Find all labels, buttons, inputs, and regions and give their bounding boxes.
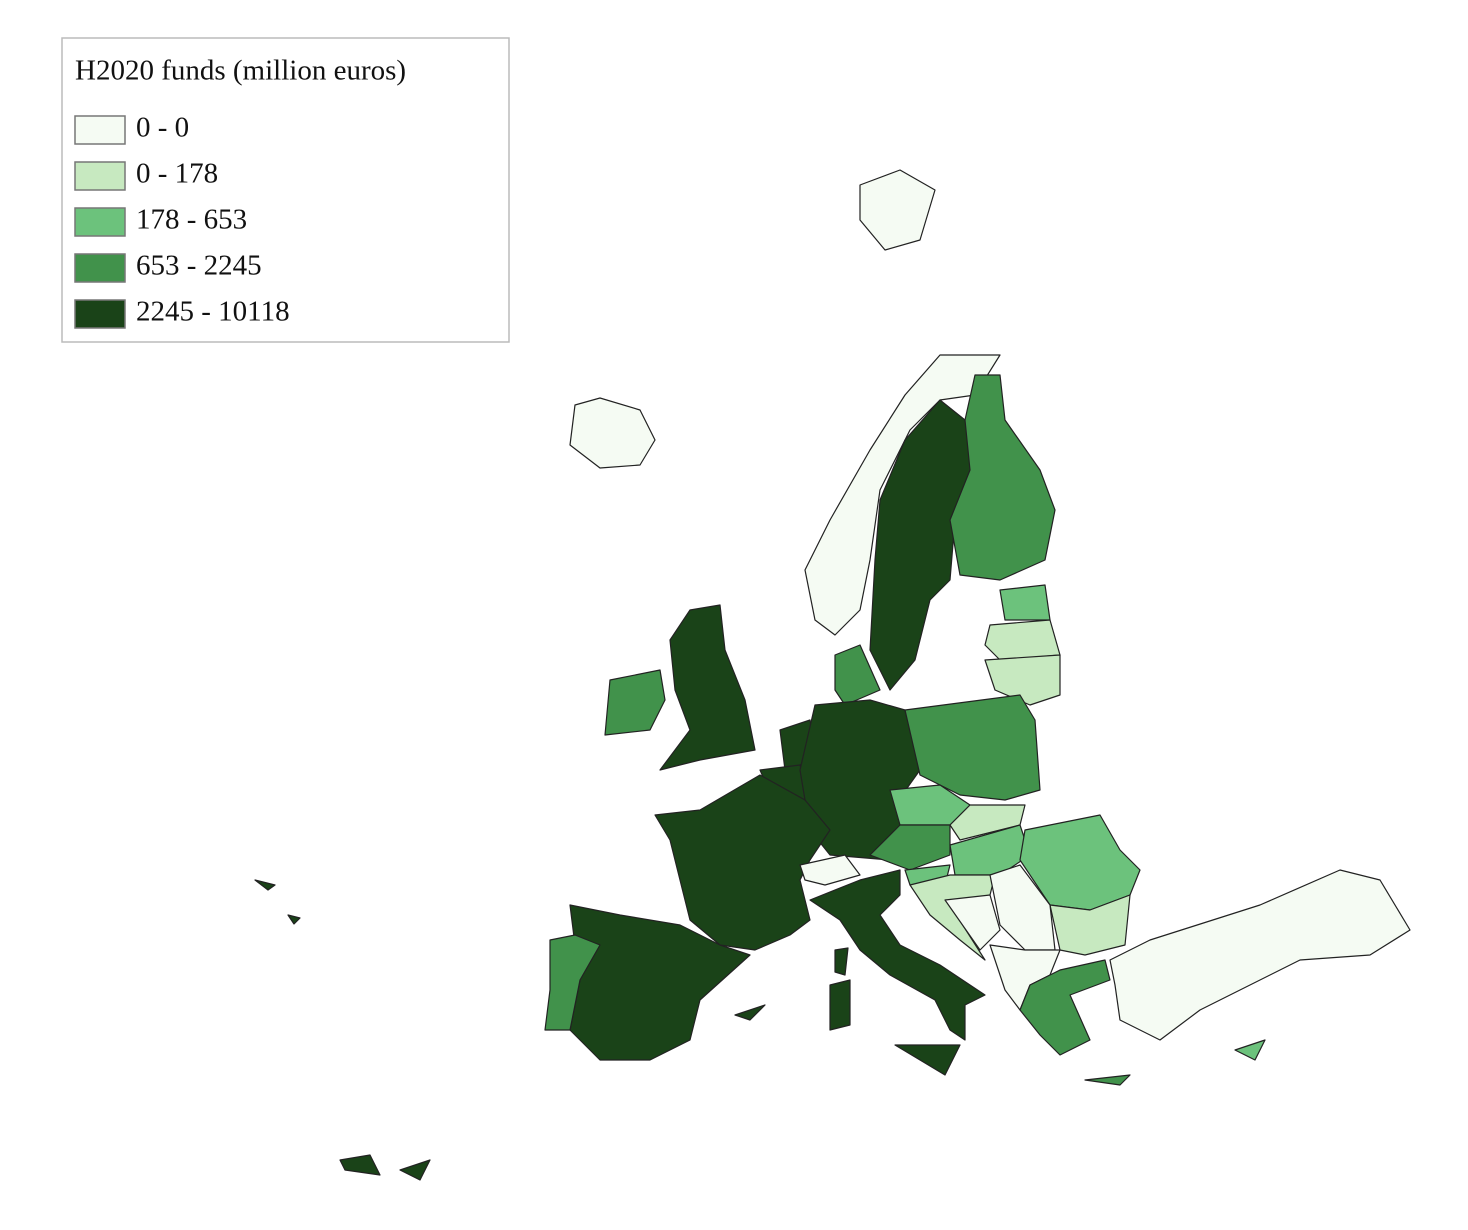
country <box>894 1044 961 1076</box>
country <box>984 654 1061 706</box>
country <box>829 979 851 1031</box>
legend-swatch <box>74 161 126 191</box>
country <box>339 1154 381 1176</box>
country <box>399 1159 431 1181</box>
legend-swatch <box>74 253 126 283</box>
legend-swatch <box>74 299 126 329</box>
legend-label: 178 - 653 <box>136 204 247 236</box>
country <box>949 824 1031 876</box>
legend-label: 0 - 178 <box>136 158 218 190</box>
country <box>869 824 951 871</box>
country <box>604 669 666 736</box>
legend-title: H2020 funds (million euros) <box>75 55 406 87</box>
country <box>1109 869 1411 1041</box>
country <box>949 374 1056 581</box>
country <box>254 879 276 891</box>
country <box>984 619 1061 661</box>
legend-label: 0 - 0 <box>136 112 189 144</box>
legend: H2020 funds (million euros) 0 - 0 0 - 178… <box>61 37 510 343</box>
legend-swatch <box>74 207 126 237</box>
country <box>1019 959 1111 1056</box>
map <box>254 169 1411 1181</box>
country <box>834 644 881 706</box>
country <box>859 169 936 251</box>
legend-label: 2245 - 10118 <box>136 296 290 328</box>
country <box>654 774 831 951</box>
country <box>287 914 301 925</box>
country <box>944 894 1001 951</box>
country <box>804 354 1001 636</box>
country <box>544 934 601 1031</box>
country <box>809 869 986 1041</box>
country <box>1234 1039 1266 1061</box>
country <box>799 854 861 886</box>
country <box>1084 1074 1131 1086</box>
legend-items: 0 - 0 0 - 178 178 - 653 653 - 2245 2245 - 10… <box>74 112 290 329</box>
country <box>659 604 756 771</box>
country <box>734 1004 766 1021</box>
country <box>834 947 849 976</box>
country <box>949 804 1026 841</box>
legend-label: 653 - 2245 <box>136 250 262 282</box>
legend-swatch <box>74 115 126 145</box>
country <box>904 694 1041 801</box>
country <box>569 397 656 469</box>
country <box>999 584 1051 621</box>
legend-box <box>61 37 510 343</box>
